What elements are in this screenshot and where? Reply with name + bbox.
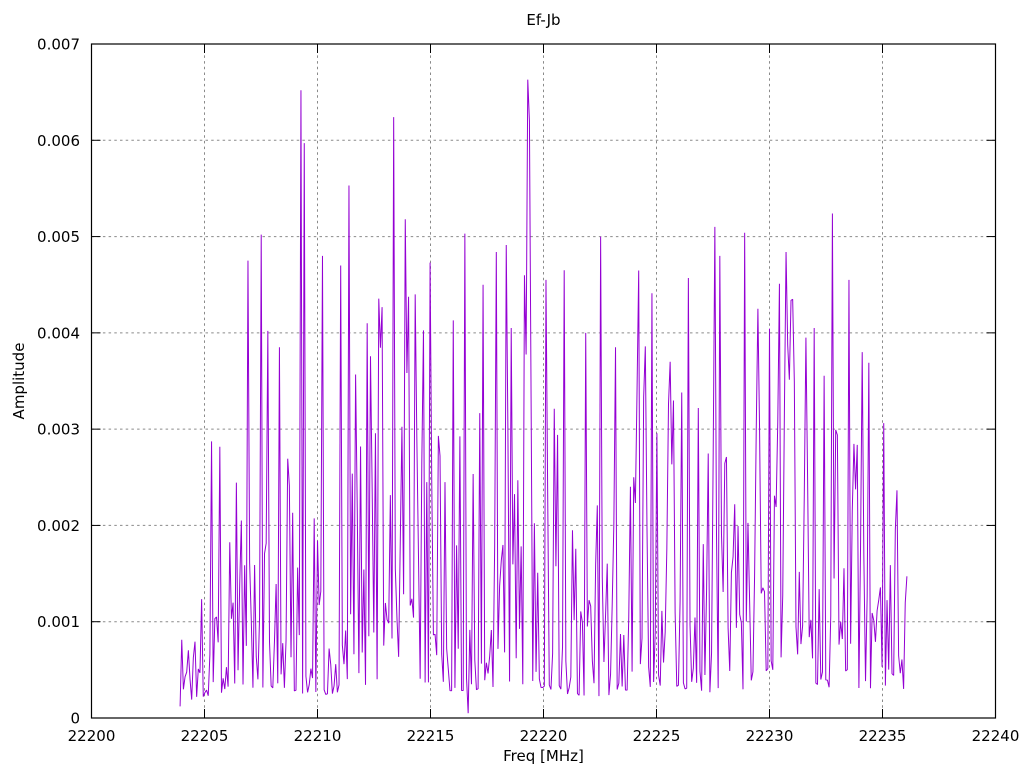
x-tick-label: 22210 [294, 727, 342, 745]
spectrum-trace [179, 79, 908, 714]
y-tick-label: 0.001 [37, 613, 80, 631]
y-tick-label: 0.003 [37, 421, 80, 439]
x-tick-label: 22205 [181, 727, 229, 745]
y-tick-label: 0 [70, 710, 80, 728]
x-tick-label: 22220 [520, 727, 568, 745]
series-line [179, 79, 908, 714]
x-tick-label: 22235 [859, 727, 907, 745]
tick-labels: 22200 22205 22210 22215 22220 22225 22230 22235… [37, 36, 1019, 746]
y-tick-label: 0.005 [37, 228, 80, 246]
x-tick-label: 22240 [972, 727, 1020, 745]
x-tick-label: 22200 [68, 727, 116, 745]
chart-title: Ef-Jb [526, 11, 560, 29]
y-tick-label: 0.002 [37, 517, 80, 535]
x-tick-label: 22230 [746, 727, 794, 745]
axis-ticks [90, 43, 997, 719]
x-tick-label: 22215 [407, 727, 455, 745]
x-axis-label: Freq [MHz] [503, 747, 584, 765]
y-tick-label: 0.006 [37, 132, 80, 150]
y-tick-label: 0.004 [37, 324, 80, 342]
y-tick-label: 0.007 [37, 36, 80, 54]
x-tick-label: 22225 [633, 727, 681, 745]
y-axis-label: Amplitude [10, 343, 28, 420]
